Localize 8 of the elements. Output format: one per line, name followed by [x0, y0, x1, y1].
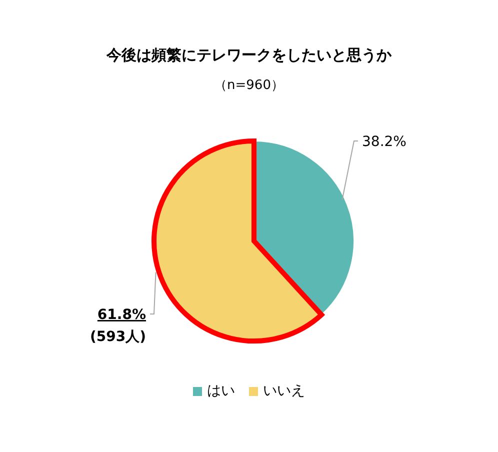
data-label: 61.8% (593人): [90, 307, 146, 345]
chart-subtitle: （n=960）: [213, 77, 285, 94]
chart-title: 今後は頻繁にテレワークをしたいと思うか: [105, 46, 392, 65]
pie-slice: [152, 138, 324, 344]
pie-slice: [254, 140, 354, 316]
data-label: 38.2%: [362, 134, 406, 150]
legend-label: いいえ: [263, 382, 305, 400]
legend-label: はい: [207, 382, 235, 400]
